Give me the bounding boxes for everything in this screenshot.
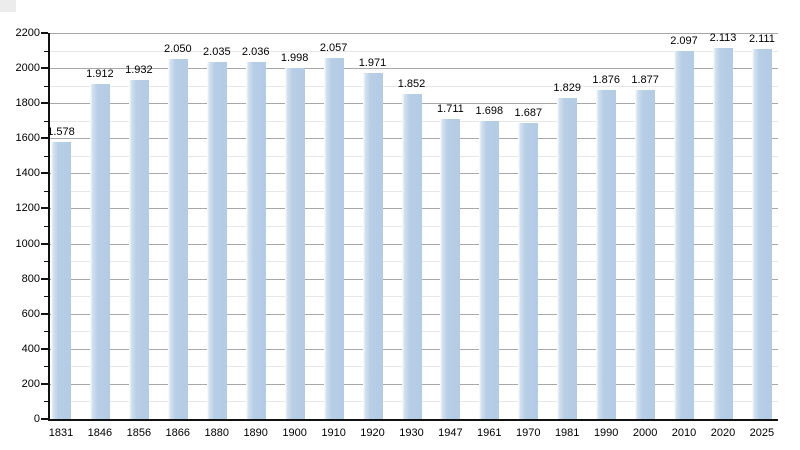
y-axis-tick-label: 600 — [21, 308, 40, 320]
bar-1970 — [518, 123, 539, 419]
x-axis-tick-label: 1900 — [282, 427, 307, 439]
x-axis-tick-label: 1831 — [48, 427, 74, 439]
bar-chart-plot-area: 0 200 400 600 800 1000 1200 1400 1600 1800 2000 220… — [16, 27, 778, 439]
y-minor-gridline — [50, 51, 778, 52]
bar-value-label: 1.932 — [125, 64, 153, 76]
bar-1846 — [89, 83, 110, 419]
y-axis-tick-label: 1800 — [15, 97, 40, 109]
y-axis-minor-tick — [44, 51, 48, 52]
bar-value-label: 1.578 — [47, 126, 75, 139]
y-axis-major-tick — [41, 137, 48, 139]
x-axis-tick-label: 1846 — [87, 427, 113, 439]
y-axis-tick-label: 200 — [21, 378, 40, 390]
x-axis-tick-label: 2020 — [710, 427, 736, 439]
x-axis-tick-label: 1947 — [438, 427, 463, 439]
y-axis-minor-tick — [44, 121, 48, 122]
y-axis-major-tick — [41, 313, 48, 315]
y-axis-tick-label: 1000 — [15, 238, 40, 250]
bar-value-label: 1.852 — [397, 78, 426, 91]
x-axis-tick-label: 1930 — [399, 427, 424, 439]
bar-1866 — [167, 59, 188, 419]
y-axis-tick-label: 1600 — [15, 132, 40, 144]
bar-1890 — [245, 61, 266, 419]
bar-value-label: 2.113 — [709, 32, 737, 45]
bar-1856 — [128, 80, 149, 419]
bar-1930 — [401, 94, 422, 419]
bar-1920 — [362, 73, 383, 419]
y-axis-minor-tick — [44, 156, 48, 157]
y-axis-tick-label: 1400 — [15, 167, 40, 179]
y-axis-tick-label: 0 — [33, 413, 40, 425]
y-axis-major-tick — [41, 32, 48, 34]
x-axis-tick-label: 1920 — [360, 427, 385, 439]
bar-value-label: 1.998 — [280, 52, 309, 65]
y-minor-gridline — [50, 86, 778, 87]
x-axis-tick-label: 1981 — [554, 427, 580, 439]
y-axis-tick-label: 800 — [21, 273, 40, 285]
y-axis-major-tick — [41, 348, 48, 350]
bar-1947 — [440, 118, 461, 419]
bar-1831 — [51, 142, 71, 419]
x-axis-tick-label: 2010 — [671, 427, 697, 439]
y-axis-minor-tick — [44, 401, 48, 402]
bar-value-label: 2.050 — [164, 43, 192, 56]
x-axis-tick-label: 1866 — [165, 427, 191, 439]
x-axis-tick-label: 2000 — [632, 427, 658, 439]
x-axis-tick-label: 1890 — [243, 427, 268, 439]
y-axis-major-tick — [41, 418, 48, 420]
y-axis-major-tick — [41, 102, 48, 104]
y-major-gridline — [50, 68, 778, 69]
y-axis-tick-label: 2200 — [15, 27, 40, 39]
bar-2020 — [713, 48, 733, 419]
x-axis-tick-label: 1961 — [477, 427, 502, 439]
bar-value-label: 2.036 — [241, 45, 270, 58]
y-axis-minor-tick — [44, 226, 48, 227]
bar-value-label: 2.035 — [203, 45, 231, 58]
y-axis-minor-tick — [44, 86, 48, 87]
x-axis-tick-label: 1990 — [593, 427, 619, 439]
y-axis-minor-tick — [44, 296, 48, 297]
x-axis-tick-label: 1970 — [516, 427, 541, 439]
bar-value-label: 1.687 — [514, 107, 543, 119]
bar-value-label: 2.111 — [748, 32, 775, 45]
bar-2000 — [635, 89, 656, 419]
x-axis-tick-label: 1910 — [321, 427, 346, 439]
y-axis-minor-tick — [44, 191, 48, 192]
y-axis-tick-label: 1200 — [15, 202, 40, 214]
bar-1990 — [596, 89, 617, 419]
bar-value-label: 1.876 — [592, 73, 620, 86]
bar-1880 — [206, 61, 227, 419]
y-axis-minor-tick — [44, 366, 48, 367]
y-major-gridline — [50, 33, 778, 34]
x-axis-tick-label: 1880 — [204, 427, 230, 439]
bar-value-label: 2.097 — [670, 35, 698, 48]
y-axis-tick-label: 400 — [21, 343, 40, 355]
bar-value-label: 1.971 — [358, 57, 387, 70]
y-axis-minor-tick — [44, 331, 48, 332]
y-axis-major-tick — [41, 207, 48, 209]
bar-value-label: 1.912 — [86, 67, 114, 80]
bar-1981 — [557, 98, 578, 419]
y-axis-tick-label: 2000 — [15, 62, 40, 74]
bar-2025 — [751, 48, 772, 419]
y-axis-major-tick — [41, 383, 48, 385]
bar-value-label: 1.877 — [631, 73, 659, 86]
y-axis-major-tick — [41, 172, 48, 174]
corner-image-artifact — [0, 0, 16, 12]
bar-value-label: 1.711 — [437, 102, 464, 115]
bar-1961 — [479, 121, 500, 419]
y-axis-major-tick — [41, 243, 48, 245]
y-axis-major-tick — [41, 67, 48, 69]
bar-value-label: 1.829 — [553, 82, 581, 95]
bar-2010 — [674, 51, 694, 419]
y-axis-major-tick — [41, 278, 48, 280]
bar-value-label: 2.057 — [319, 42, 348, 55]
x-axis-tick-label: 1856 — [126, 427, 152, 439]
bar-value-label: 1.698 — [475, 105, 504, 118]
bar-1910 — [323, 58, 344, 419]
x-axis-tick-label: 2025 — [749, 427, 775, 439]
bar-1900 — [284, 68, 305, 419]
y-axis-minor-tick — [44, 261, 48, 262]
